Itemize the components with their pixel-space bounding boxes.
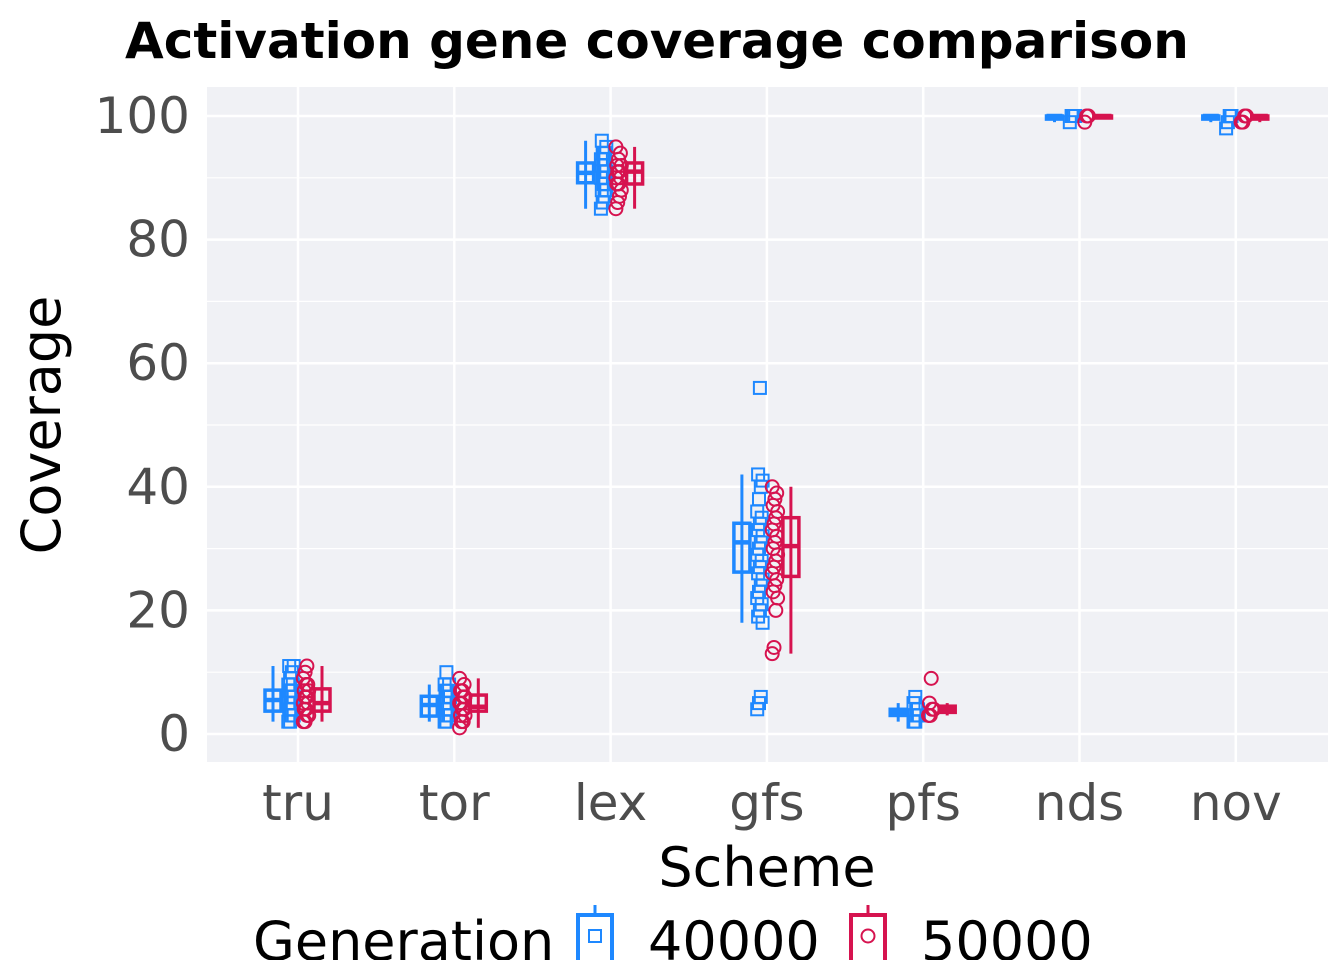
x-tick-label: lex (574, 774, 647, 832)
box (468, 693, 489, 713)
y-tick-label: 80 (126, 211, 190, 269)
x-tick-label: tru (262, 774, 334, 832)
data-point (921, 695, 937, 711)
x-tick-label: nds (1035, 774, 1124, 832)
data-point (297, 664, 313, 680)
x-tick-label: pfs (886, 774, 961, 832)
x-axis-label: Scheme (658, 836, 875, 899)
legend-key-circle-icon (860, 928, 876, 944)
y-tick-label: 40 (126, 458, 190, 516)
legend-key-box (576, 913, 614, 960)
legend: 40000 50000 (576, 905, 1093, 960)
legend-key-square-icon (588, 929, 602, 943)
x-tick-label: tor (419, 774, 490, 832)
y-axis-label: Coverage (10, 296, 73, 555)
chart-title: Activation gene coverage comparison (125, 12, 1189, 70)
data-point (1239, 108, 1254, 124)
data-point (299, 658, 315, 674)
data-point (908, 689, 923, 704)
y-tick-label: 0 (158, 705, 190, 763)
data-point (753, 689, 768, 704)
data-point (282, 659, 297, 674)
legend-label: 40000 (648, 910, 820, 960)
y-tick-label: 20 (126, 581, 190, 639)
data-point (752, 380, 767, 395)
legend-title: Generation (253, 910, 554, 960)
data-point (764, 479, 780, 495)
data-point (923, 670, 939, 686)
x-tick-label: gfs (729, 774, 804, 832)
data-point (751, 467, 766, 482)
x-tick-label: nov (1190, 774, 1282, 832)
data-point (764, 646, 780, 662)
data-point (766, 639, 782, 655)
data-point (1080, 108, 1096, 124)
data-point (439, 665, 454, 680)
box (732, 521, 752, 574)
y-tick-label: 100 (95, 87, 190, 145)
data-point (608, 139, 624, 155)
data-point (452, 670, 468, 686)
data-point (594, 133, 609, 148)
chart-marks (263, 108, 1270, 736)
y-tick-label: 60 (126, 334, 190, 392)
y-axis-ticks: 0 20 40 60 80 100 (95, 87, 190, 763)
x-axis-ticks: tru tor lex gfs pfs nds nov (262, 774, 1282, 832)
legend-key-box (849, 913, 887, 960)
legend-label: 50000 (921, 910, 1093, 960)
